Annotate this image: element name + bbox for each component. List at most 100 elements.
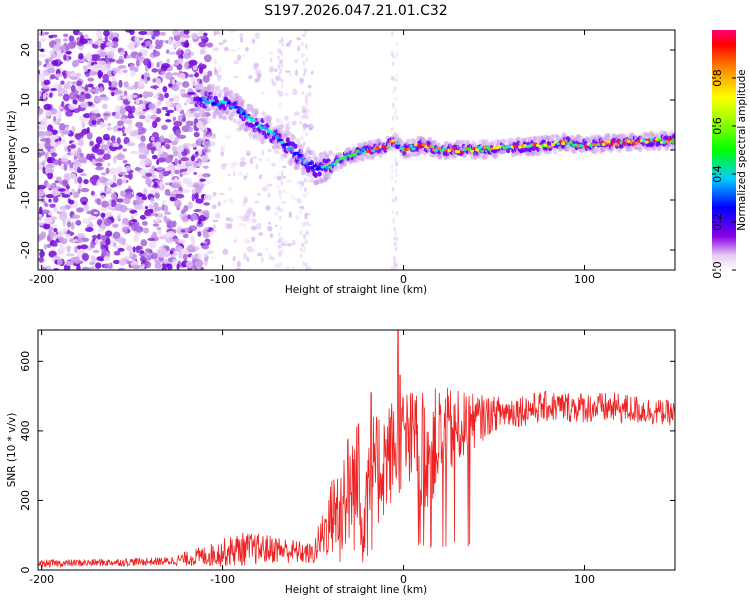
heatmap-cell: [38, 130, 46, 136]
heatmap-cell: [395, 115, 399, 121]
heatmap-cell: [38, 161, 41, 169]
heatmap-cell: [561, 141, 566, 146]
heatmap-cell: [279, 195, 282, 200]
heatmap-cell: [335, 159, 340, 163]
heatmap-cell: [68, 173, 77, 180]
heatmap-cell: [202, 140, 211, 149]
heatmap-cell: [123, 81, 129, 88]
heatmap-cell: [61, 179, 69, 187]
heatmap-cell: [81, 201, 87, 206]
heatmap-cell: [294, 59, 298, 64]
heatmap-cell: [292, 197, 298, 201]
heatmap-cell: [107, 162, 111, 167]
heatmap-cell: [102, 73, 110, 82]
heatmap-cell: [665, 139, 670, 143]
y-tick-label: 0: [19, 567, 32, 574]
heatmap-cell: [130, 218, 138, 223]
heatmap-cell: [85, 53, 93, 61]
heatmap-cell: [273, 211, 278, 216]
heatmap-cell: [102, 133, 110, 141]
heatmap-cell: [194, 72, 200, 78]
heatmap-cell: [179, 31, 185, 37]
heatmap-cell: [86, 153, 92, 160]
heatmap-cell: [90, 190, 95, 196]
heatmap-cell: [66, 51, 72, 55]
heatmap-cell: [163, 258, 169, 265]
heatmap-cell: [131, 264, 140, 270]
heatmap-cell: [190, 235, 195, 243]
heatmap-cell: [214, 212, 221, 219]
heatmap-cell: [99, 121, 105, 129]
heatmap-cell: [258, 232, 264, 236]
heatmap-cell: [77, 176, 83, 184]
heatmap-cell: [182, 233, 189, 239]
heatmap-cell: [173, 94, 180, 103]
heatmap-cell: [155, 108, 162, 115]
heatmap-cell: [187, 143, 192, 150]
heatmap-cell: [152, 120, 158, 129]
heatmap-cell: [261, 150, 265, 156]
heatmap-cell: [95, 262, 102, 269]
heatmap-cell: [181, 93, 188, 98]
heatmap-cell: [77, 188, 81, 194]
heatmap-cell: [165, 119, 172, 123]
heatmap-cell: [232, 170, 236, 177]
heatmap-cell: [77, 166, 81, 171]
heatmap-cell: [115, 59, 125, 64]
heatmap-cell: [103, 256, 110, 262]
heatmap-cell: [207, 148, 212, 153]
heatmap-cell: [172, 72, 179, 76]
heatmap-cell: [44, 203, 49, 207]
heatmap-cell: [109, 80, 118, 88]
heatmap-cell: [150, 200, 155, 207]
heatmap-cell: [38, 189, 45, 197]
heatmap-cell: [61, 194, 71, 198]
heatmap-cell: [160, 71, 166, 76]
heatmap-cell: [77, 31, 83, 36]
heatmap-cell: [164, 211, 172, 215]
heatmap-cell: [437, 146, 442, 151]
heatmap-cell: [182, 253, 188, 261]
heatmap-cell: [606, 132, 611, 138]
heatmap-cell: [61, 101, 65, 108]
heatmap-cell: [269, 57, 273, 63]
heatmap-cell: [210, 256, 217, 259]
heatmap-cell: [49, 92, 53, 98]
heatmap-cell: [43, 79, 51, 86]
heatmap-cell: [292, 135, 297, 141]
heatmap-cell: [393, 86, 397, 91]
heatmap-cell: [277, 65, 281, 71]
heatmap-cell: [280, 154, 284, 159]
heatmap-cell: [168, 133, 174, 141]
heatmap-cell: [281, 200, 286, 204]
heatmap-cell: [155, 39, 160, 47]
heatmap-cell: [285, 142, 290, 146]
heatmap-cell: [130, 70, 136, 77]
heatmap-cell: [141, 195, 148, 201]
heatmap-cell: [131, 224, 139, 232]
heatmap-cell: [218, 65, 222, 72]
heatmap-cell: [150, 212, 157, 216]
heatmap-cell: [100, 172, 107, 176]
heatmap-cell: [53, 228, 58, 233]
heatmap-cell: [150, 114, 158, 120]
heatmap-cell: [242, 252, 247, 260]
heatmap-cell: [111, 207, 116, 212]
heatmap-cell: [162, 85, 168, 93]
heatmap-cell: [279, 207, 282, 213]
heatmap-cell: [171, 141, 178, 146]
heatmap-cell: [114, 113, 121, 120]
heatmap-cell: [142, 90, 149, 99]
heatmap-cell: [394, 54, 398, 60]
heatmap-cell: [309, 177, 315, 183]
heatmap-cell: [55, 50, 62, 58]
heatmap-cell: [238, 171, 243, 177]
heatmap-cell: [52, 43, 62, 52]
heatmap-cell: [202, 210, 210, 218]
heatmap-cell: [159, 31, 167, 36]
heatmap-cell: [201, 244, 209, 250]
heatmap-cell: [306, 191, 309, 196]
heatmap-cell: [309, 128, 312, 131]
heatmap-cell: [295, 151, 300, 155]
heatmap-cell: [270, 256, 275, 261]
